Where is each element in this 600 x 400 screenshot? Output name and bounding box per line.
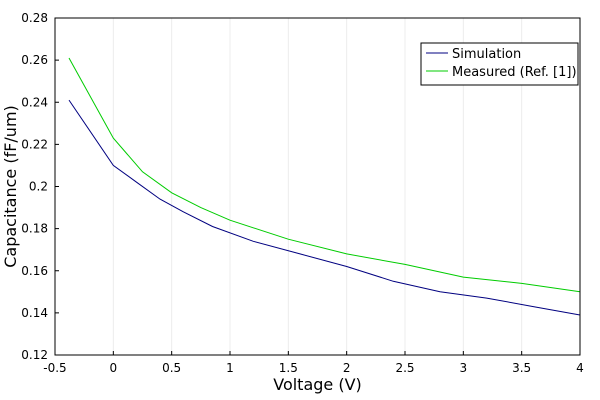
- legend-label-measured: Measured (Ref. [1]): [452, 65, 577, 80]
- y-tick-label: 0.28: [21, 11, 48, 25]
- legend: Simulation Measured (Ref. [1]): [420, 42, 579, 86]
- x-tick-label: 4: [576, 361, 584, 375]
- y-tick-label: 0.16: [21, 264, 48, 278]
- x-tick-label: 0.5: [162, 361, 181, 375]
- y-tick-label: 0.12: [21, 348, 48, 362]
- x-tick-label: 0: [110, 361, 118, 375]
- x-axis-label: Voltage (V): [273, 375, 362, 394]
- series-line-measured: [68, 57, 581, 293]
- series-layer: [68, 57, 581, 316]
- x-tick-label: -0.5: [43, 361, 66, 375]
- y-tick-label: 0.26: [21, 53, 48, 67]
- y-tick-label: 0.22: [21, 137, 48, 151]
- x-tick-label: 3.5: [512, 361, 531, 375]
- x-tick-label: 2.5: [395, 361, 414, 375]
- y-tick-label: 0.14: [21, 306, 48, 320]
- y-tick-label: 0.18: [21, 222, 48, 236]
- ticks-layer: -0.5 0 0.5 1 1.5 2 2.5 3 3.5 4 0.12 0.14 0.16 0.18 0.2…: [21, 11, 584, 375]
- y-tick-label: 0.24: [21, 95, 48, 109]
- x-tick-label: 3: [460, 361, 468, 375]
- x-tick-label: 1: [226, 361, 234, 375]
- y-tick-label: 0.2: [29, 180, 48, 194]
- y-axis-label: Capacitance (fF/um): [1, 105, 20, 268]
- x-tick-label: 2: [343, 361, 351, 375]
- series-line-simulation: [68, 99, 581, 316]
- legend-box: [420, 42, 579, 86]
- legend-label-simulation: Simulation: [452, 47, 521, 62]
- x-tick-label: 1.5: [279, 361, 298, 375]
